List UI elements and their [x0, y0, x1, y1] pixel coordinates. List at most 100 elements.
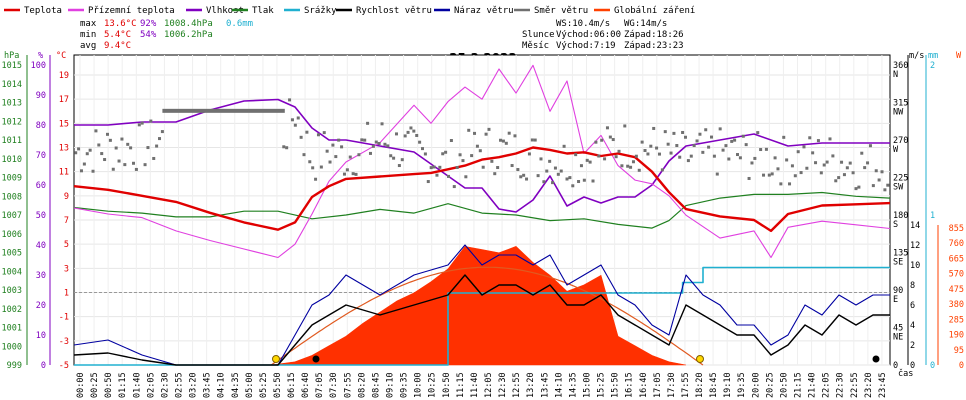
radiation-tick-label: 760 — [949, 239, 964, 249]
legend-entry: Vlhkost — [206, 6, 244, 16]
wind-speed-tick-label: 6 — [910, 301, 915, 311]
wind-direction-point — [689, 154, 693, 158]
x-tick-label: 13:20 — [526, 372, 536, 398]
wind-direction-point — [582, 178, 586, 182]
wind-direction-point — [681, 130, 685, 134]
radiation-envelope — [270, 266, 704, 366]
x-tick-label: 13:45 — [540, 372, 550, 398]
wind-direction-point — [438, 165, 442, 169]
wind-direction-point — [108, 138, 112, 142]
wind-direction-point — [819, 171, 823, 175]
wind-direction-point — [588, 160, 592, 164]
wind-direction-point — [394, 132, 398, 136]
hpa-tick-label: 1006 — [2, 230, 22, 240]
moon-rise: Východ:7:19 — [556, 41, 616, 51]
radiation-tick-label: 95 — [954, 346, 964, 356]
wind-direction-point — [444, 150, 448, 154]
x-tick-label: 20:50 — [779, 372, 789, 398]
wind-direction-point — [290, 118, 294, 122]
wind-direction-point — [397, 164, 401, 168]
wind-direction-point — [542, 180, 546, 184]
wind-direction-point — [669, 151, 673, 155]
wind-speed-tick-label: 2 — [910, 341, 915, 351]
wind-direction-calm-bar — [162, 108, 285, 113]
pct-axis-label: % — [38, 51, 43, 61]
wind-direction-point — [727, 157, 731, 161]
x-tick-label: 02:05 — [146, 372, 156, 398]
wind-direction-point — [342, 172, 346, 176]
sunrise-marker — [272, 355, 280, 363]
wind-direction-point — [880, 170, 884, 174]
hpa-tick-label: 1014 — [2, 80, 22, 90]
wind-direction-point — [594, 140, 598, 144]
temp-axis-label: °C — [56, 51, 66, 61]
x-tick-label: 18:20 — [695, 372, 705, 398]
wind-direction-point — [559, 169, 563, 173]
wind-direction-point — [322, 131, 326, 135]
x-tick-label: 07:30 — [329, 372, 339, 398]
wind-direction-point — [77, 147, 81, 151]
wind-direction-point — [678, 155, 682, 159]
legend-entry: Srážky — [304, 6, 337, 16]
wind-direction-point — [663, 130, 667, 134]
wind-speed-tick-label: 10 — [910, 261, 920, 271]
wind-direction-point — [134, 167, 138, 171]
temp-tick-label: 7 — [64, 216, 69, 226]
line-series — [73, 64, 891, 366]
wind-direction-point — [449, 139, 453, 143]
rain-tick-label: 1 — [930, 211, 935, 221]
wind-direction-point — [825, 160, 829, 164]
wind-direction-point — [475, 144, 479, 148]
hpa-tick-label: 1009 — [2, 174, 22, 184]
wind-direction-point — [811, 151, 815, 155]
wind-direction-point — [363, 138, 367, 142]
temp-tick-label: 1 — [64, 289, 69, 299]
wind-direction-point — [733, 138, 737, 142]
wind-direction-point — [753, 156, 757, 160]
wind-direction-point — [539, 157, 543, 161]
wind-direction-point — [143, 163, 147, 167]
wind-direction-point — [400, 158, 404, 162]
wind-direction-point — [435, 173, 439, 177]
x-tick-label: 10:25 — [428, 372, 438, 398]
wind-direction-point — [782, 135, 786, 139]
wind-direction-point — [314, 177, 318, 181]
wind-dir-tick-label: 225 — [893, 174, 908, 184]
wind-direction-point — [160, 130, 164, 134]
wind-direction-point — [496, 166, 500, 170]
wind-dir-name-label: S — [893, 220, 898, 230]
wind-direction-point — [325, 149, 329, 153]
hpa-tick-label: 1004 — [2, 267, 22, 277]
rain-tick-label: 2 — [930, 61, 935, 71]
radiation-tick-label: 665 — [949, 254, 964, 264]
x-axis-label: čas — [898, 368, 913, 379]
x-tick-label: 11:40 — [470, 372, 480, 398]
wind-direction-point — [377, 141, 381, 145]
stat-min-hum: 54% — [140, 30, 157, 40]
wind-direction-point — [860, 151, 864, 155]
x-tick-label: 12:05 — [484, 372, 494, 398]
wind-direction-point — [478, 149, 482, 153]
wind-direction-point — [345, 168, 349, 172]
radiation-tick-label: 475 — [949, 285, 964, 295]
x-tick-label: 03:45 — [203, 372, 213, 398]
wind-speed-tick-label: 8 — [910, 281, 915, 291]
wind-direction-point — [490, 159, 494, 163]
series-line-rychlost-větru — [73, 274, 890, 366]
wind-direction-point — [721, 148, 725, 152]
legend-entry: Globální záření — [614, 6, 695, 16]
wind-direction-point — [470, 154, 474, 158]
x-tick-label: 21:40 — [808, 372, 818, 398]
wind-direction-point — [129, 146, 133, 150]
series-line-tlak — [73, 191, 891, 229]
wind-axis-label: m/s — [909, 51, 924, 61]
stat-avg-temp: 9.4°C — [104, 41, 131, 51]
wind-direction-point — [473, 131, 477, 135]
hpa-tick-label: 1000 — [2, 342, 22, 352]
wind-direction-point — [683, 135, 687, 139]
wind-direction-point — [140, 121, 144, 125]
wind-direction-point — [845, 166, 849, 170]
radiation-tick-label: 285 — [949, 315, 964, 325]
wind-dir-name-label: SE — [893, 258, 903, 268]
wind-direction-point — [767, 173, 771, 177]
